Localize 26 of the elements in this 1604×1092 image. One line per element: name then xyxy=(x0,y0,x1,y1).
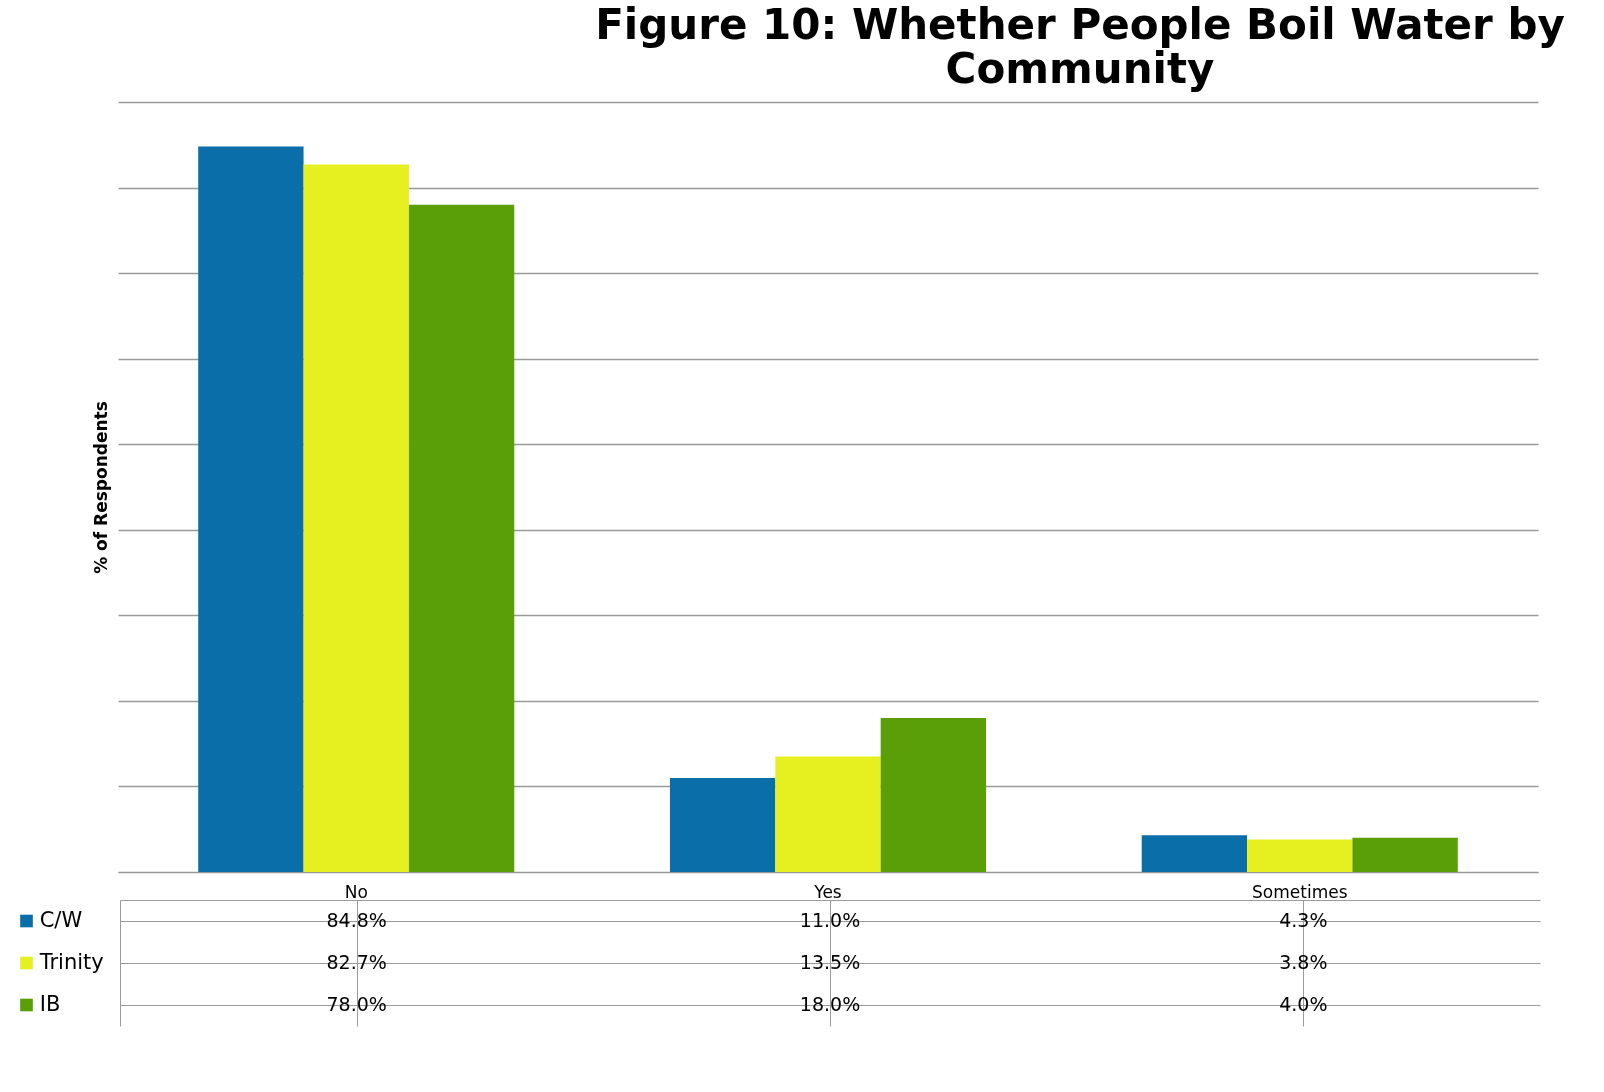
data-label: 82.7% xyxy=(326,951,387,973)
bar xyxy=(303,164,409,872)
legend-label: Trinity xyxy=(38,950,104,974)
bar xyxy=(669,777,776,872)
data-label: 4.3% xyxy=(1279,909,1328,931)
x-tick-label: Yes xyxy=(813,881,842,902)
legend-label: C/W xyxy=(39,908,83,932)
data-label: 3.8% xyxy=(1279,951,1328,973)
chart-title: Figure 10: Whether People Boil Water by Community xyxy=(595,0,1565,93)
x-tick-label: Sometimes xyxy=(1252,881,1348,902)
x-tick-label: No xyxy=(344,881,368,902)
data-label: 11.0% xyxy=(799,909,861,931)
y-axis-title: % of Respondents xyxy=(90,401,111,574)
bar xyxy=(198,146,304,872)
bar xyxy=(1141,835,1248,872)
bar xyxy=(880,718,987,872)
legend-label: IB xyxy=(39,992,61,1016)
data-label: 13.5% xyxy=(799,951,861,973)
data-label: 4.0% xyxy=(1279,993,1328,1015)
data-label: 84.8% xyxy=(326,909,387,931)
bar xyxy=(775,756,881,872)
bar xyxy=(1352,837,1458,872)
data-label: 78.0% xyxy=(326,993,387,1015)
bar xyxy=(1247,839,1353,872)
data-label: 18.0% xyxy=(799,993,861,1015)
bar xyxy=(408,204,515,872)
